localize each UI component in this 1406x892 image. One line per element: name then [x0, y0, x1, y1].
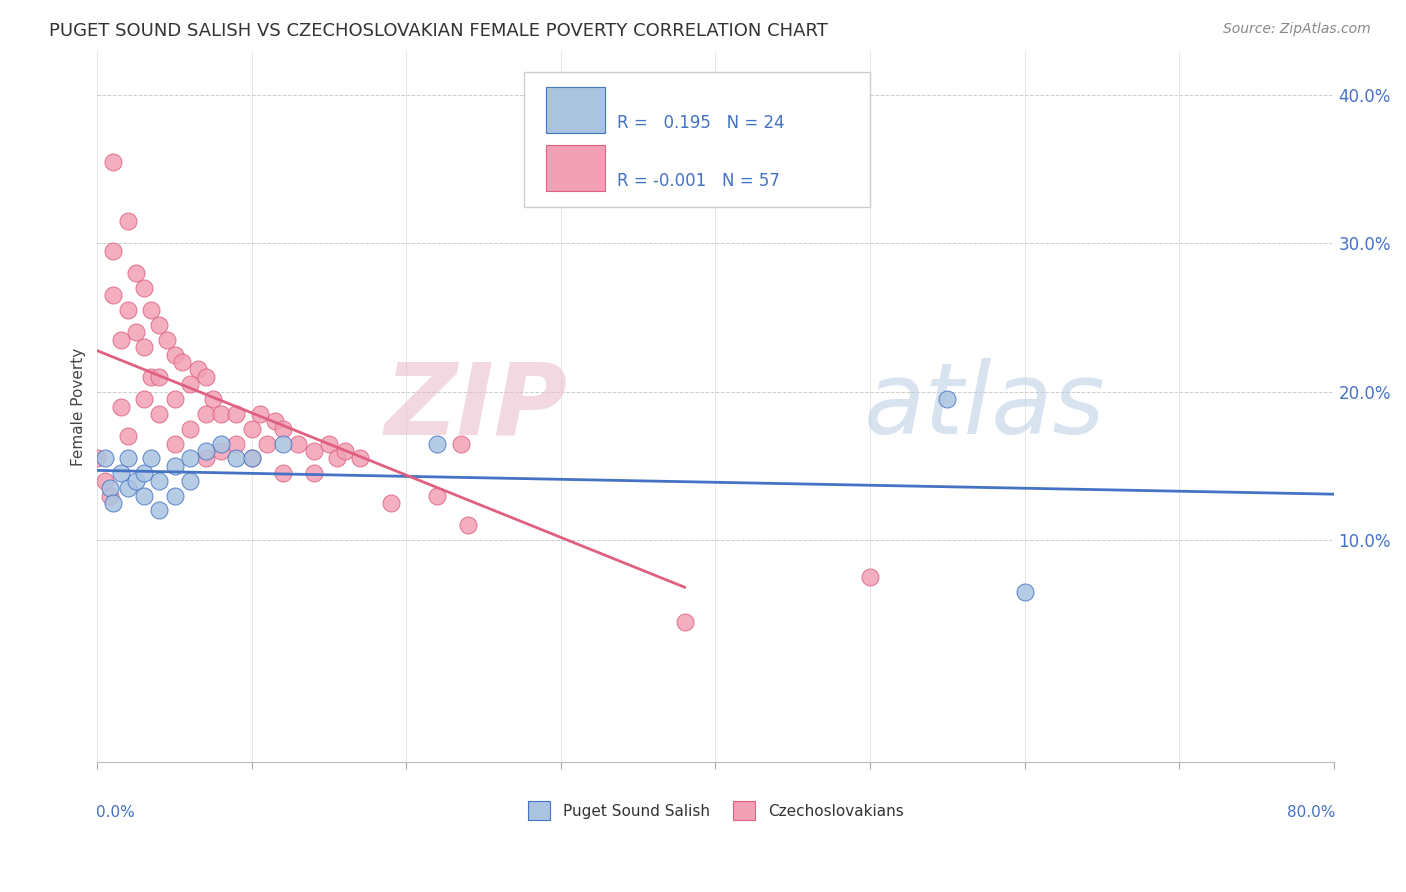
Text: R =   0.195   N = 24: R = 0.195 N = 24 [617, 114, 785, 132]
Point [163, 392, 186, 406]
Point [859, 570, 882, 584]
Point [132, 489, 155, 503]
Point [271, 436, 294, 450]
Point [132, 467, 155, 481]
Point [125, 326, 148, 340]
Point [426, 489, 449, 503]
Text: atlas: atlas [863, 358, 1105, 455]
Point [264, 414, 287, 428]
Point [302, 467, 325, 481]
Point [349, 451, 371, 466]
Point [163, 348, 186, 362]
Point [194, 370, 217, 384]
Text: R = -0.001   N = 57: R = -0.001 N = 57 [617, 172, 779, 190]
Point [117, 481, 139, 495]
Point [179, 377, 201, 392]
Point [148, 370, 170, 384]
Point [240, 451, 263, 466]
Point [187, 362, 209, 376]
Text: Source: ZipAtlas.com: Source: ZipAtlas.com [1223, 22, 1371, 37]
Point [117, 429, 139, 443]
Point [148, 318, 170, 332]
Point [194, 451, 217, 466]
Point [94, 474, 117, 488]
Point [117, 303, 139, 318]
Point [163, 489, 186, 503]
Point [225, 436, 247, 450]
Point [163, 458, 186, 473]
Point [148, 503, 170, 517]
Point [148, 407, 170, 421]
Point [179, 422, 201, 436]
Point [101, 154, 124, 169]
Point [117, 451, 139, 466]
Point [209, 444, 232, 458]
Point [110, 333, 132, 347]
Point [209, 407, 232, 421]
Point [125, 266, 148, 280]
Point [86, 451, 108, 466]
Point [141, 370, 163, 384]
Point [132, 340, 155, 354]
Point [194, 444, 217, 458]
Point [141, 451, 163, 466]
Point [101, 288, 124, 302]
Text: PUGET SOUND SALISH VS CZECHOSLOVAKIAN FEMALE POVERTY CORRELATION CHART: PUGET SOUND SALISH VS CZECHOSLOVAKIAN FE… [49, 22, 828, 40]
Point [249, 407, 271, 421]
Point [225, 451, 247, 466]
Point [101, 496, 124, 510]
Point [326, 451, 349, 466]
Point [271, 422, 294, 436]
Point [936, 392, 959, 406]
Point [333, 444, 356, 458]
Point [271, 467, 294, 481]
Point [209, 436, 232, 450]
Text: 0.0%: 0.0% [96, 805, 135, 820]
Point [98, 489, 121, 503]
Point [380, 496, 402, 510]
Point [125, 474, 148, 488]
Point [132, 281, 155, 295]
Point [426, 436, 449, 450]
Point [110, 467, 132, 481]
Legend: Puget Sound Salish, Czechoslovakians: Puget Sound Salish, Czechoslovakians [522, 795, 910, 826]
Point [450, 436, 472, 450]
Point [240, 451, 263, 466]
Point [148, 474, 170, 488]
Point [256, 436, 278, 450]
Point [141, 303, 163, 318]
Point [179, 474, 201, 488]
Point [457, 518, 479, 533]
Point [132, 392, 155, 406]
Point [202, 392, 225, 406]
Point [172, 355, 194, 369]
Point [101, 244, 124, 258]
Point [110, 400, 132, 414]
Text: 80.0%: 80.0% [1286, 805, 1334, 820]
FancyBboxPatch shape [546, 87, 606, 133]
Point [156, 333, 179, 347]
Point [98, 481, 121, 495]
Point [163, 436, 186, 450]
Point [240, 422, 263, 436]
Point [287, 436, 309, 450]
Point [179, 451, 201, 466]
Point [302, 444, 325, 458]
Point [94, 451, 117, 466]
Point [225, 407, 247, 421]
Point [318, 436, 340, 450]
Point [194, 407, 217, 421]
FancyBboxPatch shape [524, 72, 870, 207]
Text: ZIP: ZIP [384, 358, 567, 455]
Point [673, 615, 696, 629]
FancyBboxPatch shape [546, 145, 606, 191]
Point [117, 214, 139, 228]
Point [1014, 585, 1036, 599]
Y-axis label: Female Poverty: Female Poverty [72, 347, 86, 466]
